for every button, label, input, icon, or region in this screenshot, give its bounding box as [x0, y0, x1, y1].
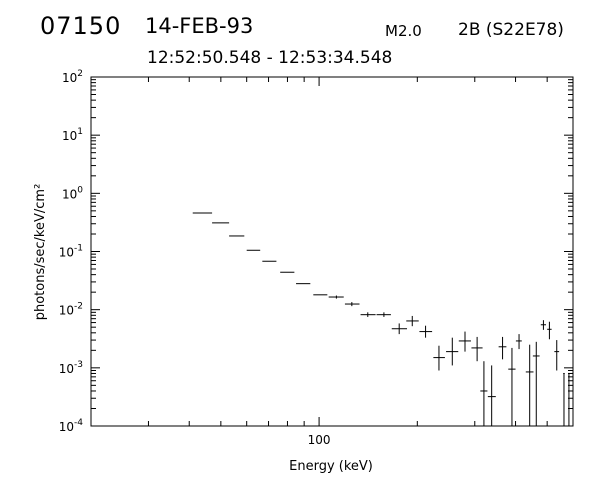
y-tick-label: 10-4 [59, 418, 84, 434]
y-tick-labels: 102 101 100 10-1 10-2 10-3 10-4 [59, 69, 84, 434]
data-point [498, 336, 507, 360]
y-tick-label: 102 [62, 69, 83, 85]
data-point [419, 325, 433, 338]
data-point [360, 312, 376, 317]
y-tick-label: 10-1 [59, 244, 83, 260]
data-point [433, 345, 445, 371]
x-tick-labels: 100 [308, 433, 331, 447]
data-point [554, 340, 560, 371]
data-point [508, 347, 516, 426]
data-point [344, 302, 360, 307]
data-point [532, 341, 540, 426]
data-point [525, 344, 534, 426]
data-point [471, 336, 483, 362]
y-tick-label: 10-3 [59, 360, 83, 376]
data-point [376, 312, 391, 317]
time-range: 12:52:50.548 - 12:53:34.548 [147, 48, 393, 68]
goes-class: M2.0 [385, 22, 422, 40]
data-point [446, 337, 459, 366]
data-point [540, 320, 547, 330]
axis-ticks [90, 76, 574, 427]
data-point [515, 334, 522, 350]
data-point [391, 323, 408, 335]
x-axis-label: Energy (keV) [289, 459, 373, 474]
observation-date: 14-FEB-93 [145, 14, 254, 38]
data-point [458, 331, 471, 352]
data-point [328, 295, 344, 299]
data-point [563, 372, 565, 426]
y-tick-label: 100 [62, 185, 83, 201]
y-tick-label: 10-2 [59, 302, 83, 318]
plot-frame [90, 76, 574, 427]
y-axis-label: photons/sec/keV/cm² [33, 184, 48, 321]
x-tick-label: 100 [308, 433, 331, 447]
flare-info: 2B (S22E78) [458, 20, 564, 40]
data-points [192, 212, 570, 426]
data-point [487, 365, 496, 426]
data-point [406, 315, 419, 327]
data-point [480, 361, 488, 426]
data-point [547, 321, 552, 340]
y-tick-label: 101 [62, 127, 83, 143]
event-id: 07150 [40, 12, 122, 40]
data-point [568, 372, 570, 426]
